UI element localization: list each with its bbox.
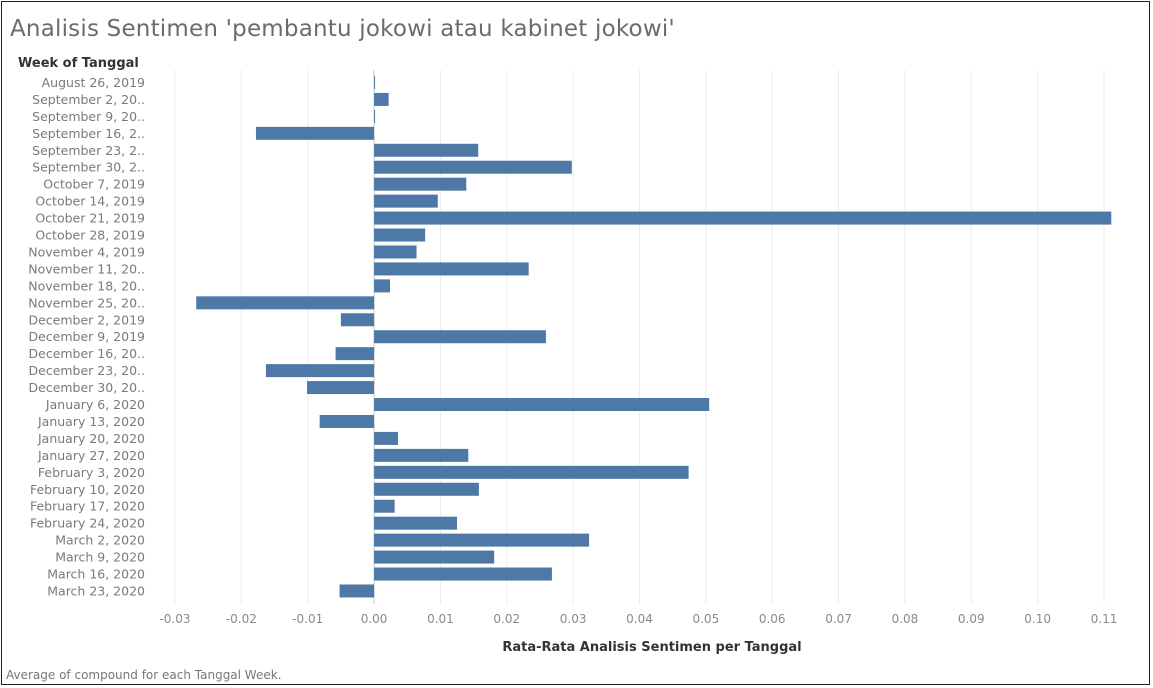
bar [374, 109, 376, 123]
category-label: September 2, 20.. [32, 92, 145, 107]
x-tick-label: 0.01 [427, 612, 454, 626]
x-tick-label: 0.10 [1024, 612, 1051, 626]
category-label: March 16, 2020 [47, 567, 145, 582]
x-tick-label: 0.09 [958, 612, 985, 626]
bar [374, 448, 469, 462]
x-tick-label: 0.00 [361, 612, 388, 626]
bar [374, 279, 390, 293]
bar [374, 499, 395, 513]
category-label: October 21, 2019 [35, 211, 145, 226]
bar [196, 296, 375, 310]
bar [374, 245, 417, 259]
category-label: December 30, 20.. [29, 380, 146, 395]
bar [335, 347, 375, 361]
category-label: December 16, 20.. [29, 346, 146, 361]
chart-caption: Average of compound for each Tanggal Wee… [6, 668, 282, 682]
category-label: August 26, 2019 [42, 75, 145, 90]
bar [374, 398, 710, 412]
x-tick-label: -0.03 [159, 612, 190, 626]
category-label: January 20, 2020 [37, 431, 145, 446]
x-tick-label: 0.06 [759, 612, 786, 626]
gridlines [174, 70, 1105, 604]
category-labels: August 26, 2019 September 2, 20.. Septembe… [28, 75, 146, 598]
bar [374, 228, 426, 242]
bar [265, 364, 375, 378]
category-label: September 9, 20.. [32, 109, 145, 124]
x-tick-label: -0.01 [292, 612, 323, 626]
category-label: January 13, 2020 [37, 414, 145, 429]
category-label: February 17, 2020 [30, 499, 145, 514]
bar [374, 143, 479, 157]
category-label: November 18, 20.. [28, 278, 145, 293]
bars [196, 75, 1112, 598]
bar [374, 75, 376, 89]
chart-title: Analisis Sentimen 'pembantu jokowi atau … [10, 16, 675, 42]
x-tick-label: 0.11 [1091, 612, 1118, 626]
bar [374, 431, 398, 445]
bar [374, 194, 438, 208]
x-axis-title: Rata-Rata Analisis Sentimen per Tanggal [502, 640, 801, 655]
category-label: February 24, 2020 [30, 516, 145, 531]
x-tick-label: -0.02 [226, 612, 257, 626]
category-label: March 9, 2020 [55, 550, 145, 565]
bar [255, 126, 375, 140]
category-label: November 11, 20.. [28, 261, 145, 276]
category-label: December 9, 2019 [28, 329, 145, 344]
x-tick-label: 0.03 [560, 612, 587, 626]
bar [374, 516, 458, 530]
bar [374, 482, 479, 496]
bar [374, 211, 1112, 225]
category-label: January 27, 2020 [37, 448, 145, 463]
row-header: Week of Tanggal [18, 56, 139, 71]
bar [374, 465, 689, 479]
category-label: October 7, 2019 [43, 177, 145, 192]
bar [374, 92, 389, 106]
bar [307, 381, 375, 395]
category-label: March 2, 2020 [55, 533, 145, 548]
bar [374, 160, 572, 174]
category-label: December 2, 2019 [28, 312, 145, 327]
bar [374, 567, 552, 581]
category-label: March 23, 2020 [47, 583, 145, 598]
x-tick-label: 0.05 [692, 612, 719, 626]
bar [374, 550, 495, 564]
category-label: October 14, 2019 [35, 194, 145, 209]
category-label: February 3, 2020 [38, 465, 145, 480]
x-tick-label: 0.04 [626, 612, 653, 626]
bar [374, 177, 467, 191]
category-label: November 25, 20.. [28, 295, 145, 310]
bar [319, 414, 375, 428]
bar [339, 584, 375, 598]
bar [340, 313, 375, 327]
x-tick-labels: -0.03 -0.02 -0.01 0.00 0.01 0.02 0.03 0.04 0.05 0… [159, 612, 1117, 626]
category-label: February 10, 2020 [30, 482, 145, 497]
bar [374, 330, 546, 344]
bar [374, 533, 590, 547]
category-label: September 30, 2.. [32, 160, 145, 175]
category-label: September 16, 2.. [32, 126, 145, 141]
category-label: January 6, 2020 [45, 397, 145, 412]
category-label: December 23, 20.. [29, 363, 146, 378]
x-tick-label: 0.02 [493, 612, 520, 626]
x-tick-label: 0.07 [825, 612, 852, 626]
category-label: September 23, 2.. [32, 143, 145, 158]
category-label: November 4, 2019 [28, 244, 145, 259]
category-label: October 28, 2019 [35, 228, 145, 243]
x-tick-label: 0.08 [892, 612, 919, 626]
bar [374, 262, 529, 276]
